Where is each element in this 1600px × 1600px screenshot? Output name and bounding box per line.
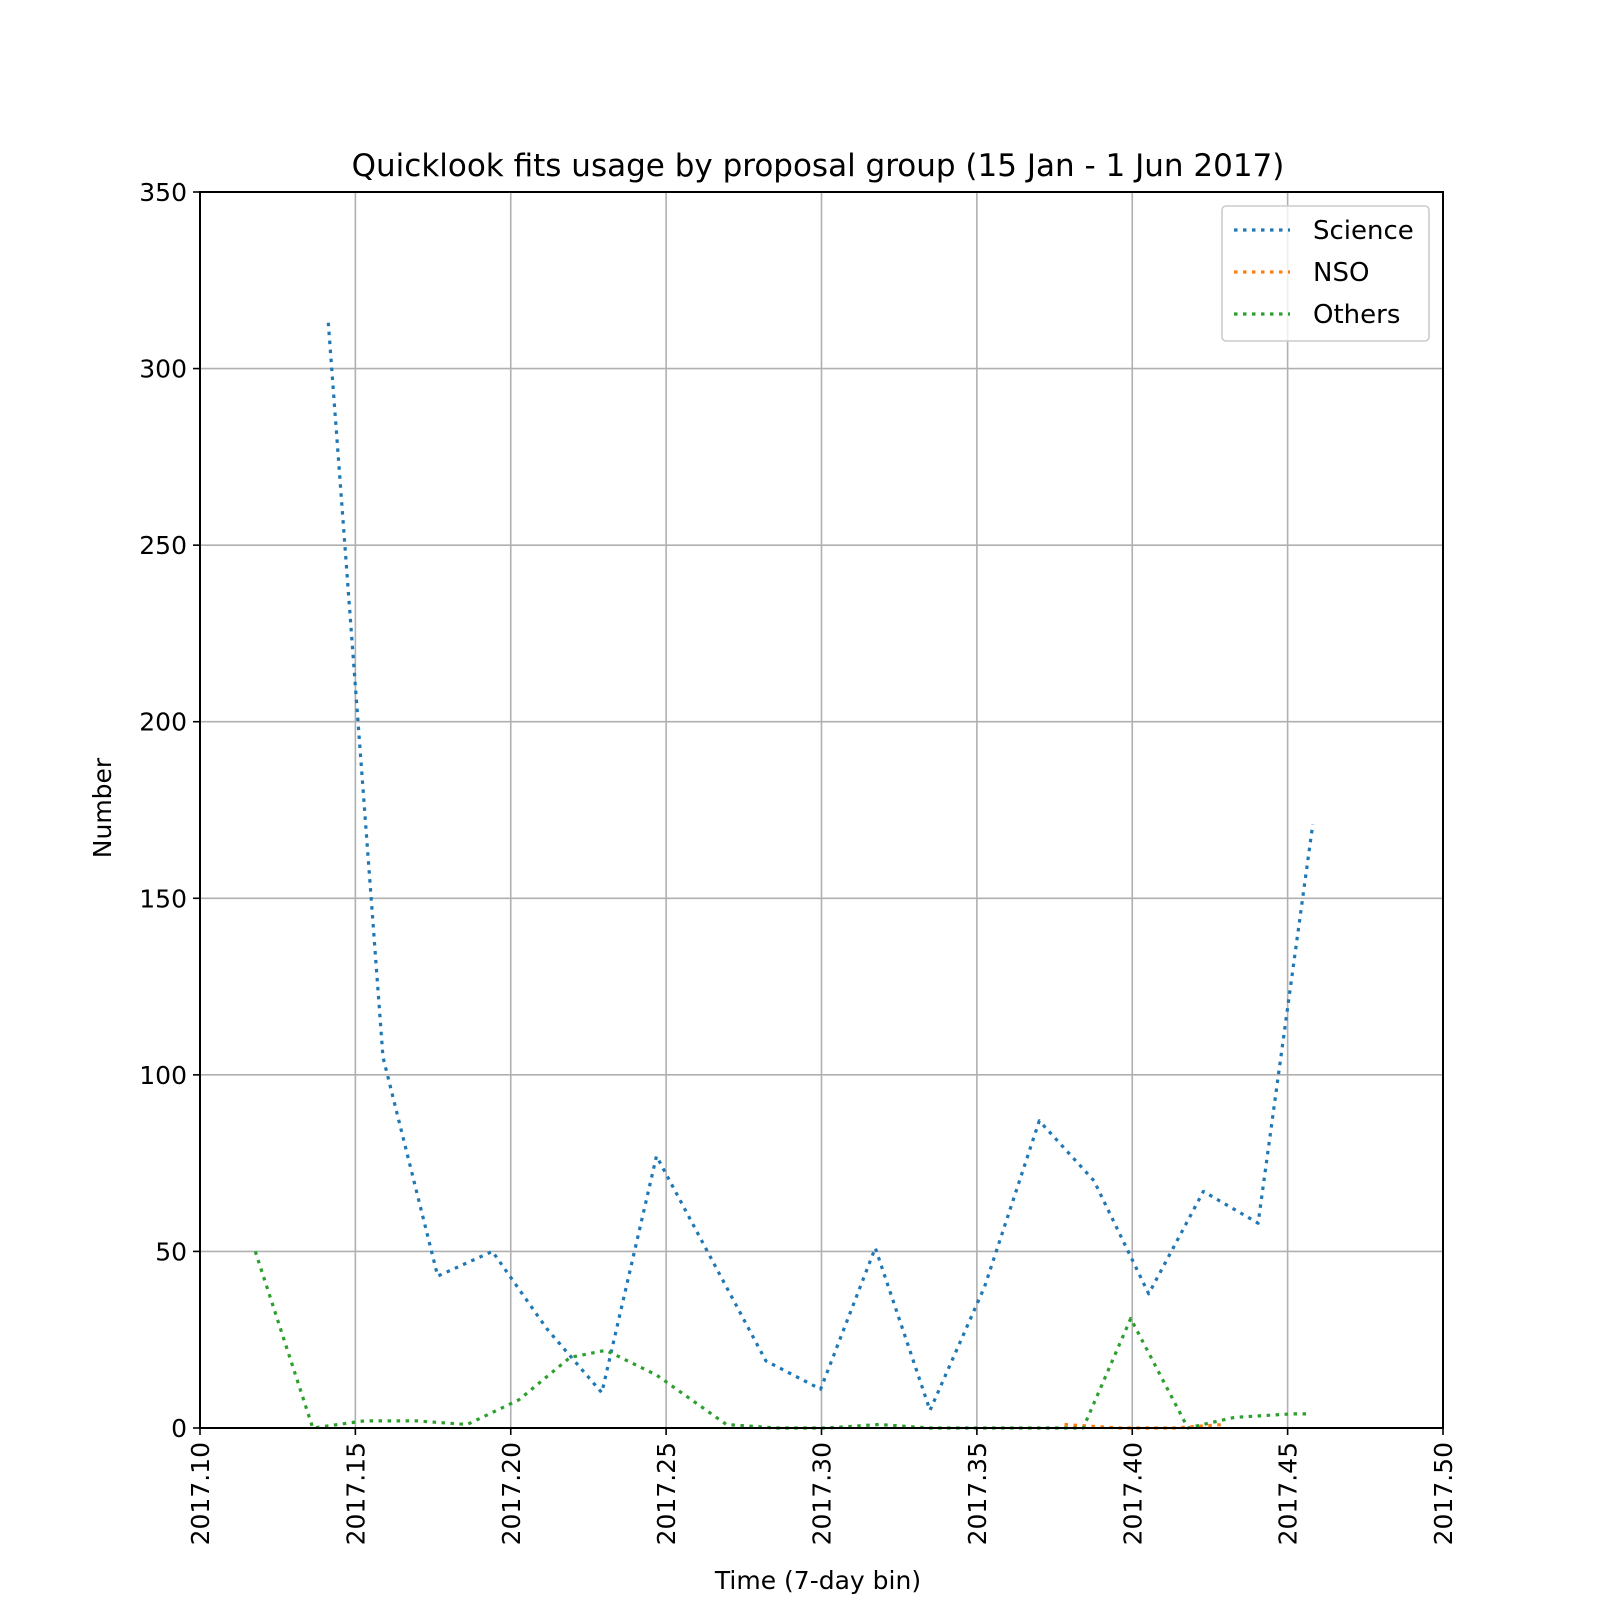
- x-tick-label: 2017.10: [186, 1442, 215, 1545]
- x-axis-label: Time (7-day bin): [714, 1566, 921, 1595]
- series-line-science: [326, 322, 1315, 1412]
- y-tick-label: 100: [139, 1061, 187, 1090]
- x-tick-label: 2017.40: [1118, 1442, 1147, 1545]
- x-axis-ticks: 2017.10 2017.15 2017.20 2017.25 2017.30 2017.…: [186, 1428, 1458, 1545]
- y-tick-label: 200: [139, 708, 187, 737]
- legend-label-others: Others: [1313, 300, 1400, 330]
- x-tick-label: 2017.30: [808, 1442, 837, 1545]
- y-tick-label: 150: [139, 884, 187, 913]
- y-tick-label: 0: [171, 1414, 187, 1443]
- x-tick-label: 2017.25: [652, 1442, 681, 1545]
- x-tick-label: 2017.20: [497, 1442, 526, 1545]
- y-tick-label: 350: [139, 178, 187, 207]
- y-tick-label: 50: [155, 1237, 187, 1266]
- legend-box: [1221, 205, 1430, 342]
- series-line-others: [253, 1250, 1307, 1430]
- y-axis-label: Number: [88, 757, 117, 858]
- legend: Science NSO Others: [1221, 205, 1430, 342]
- legend-label-nso: NSO: [1313, 258, 1369, 288]
- y-axis-ticks: 0 50 100 150 200 250 300 350: [139, 178, 200, 1443]
- legend-label-science: Science: [1313, 216, 1414, 246]
- x-tick-label: 2017.45: [1274, 1442, 1303, 1545]
- y-tick-label: 300: [139, 355, 187, 384]
- chart-title: Quicklook fits usage by proposal group (…: [352, 148, 1285, 184]
- x-tick-label: 2017.50: [1429, 1442, 1458, 1545]
- x-tick-label: 2017.35: [963, 1442, 992, 1545]
- y-tick-label: 250: [139, 531, 187, 560]
- x-tick-label: 2017.15: [341, 1442, 370, 1545]
